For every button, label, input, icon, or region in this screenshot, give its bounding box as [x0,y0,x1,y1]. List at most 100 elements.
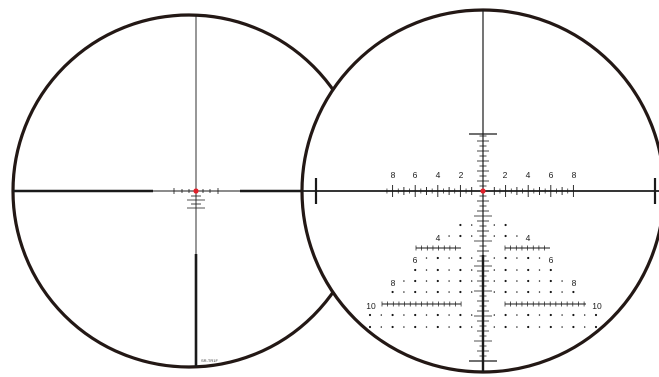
tree-dot [493,314,496,316]
tree-dot [448,280,450,282]
tree-dot [368,313,372,317]
tree-dot [527,313,530,317]
tree-dot [436,290,439,294]
tree-dot [538,269,541,271]
tree-dot [380,326,383,328]
tree-label-6-right: 6 [549,255,554,265]
tree-dot [459,279,462,283]
tree-dot [572,313,575,317]
tree-dot [391,325,394,329]
tree-dot [538,257,541,259]
tree-dot [448,257,450,259]
tree-dot [403,291,405,293]
tree-dot [470,326,473,328]
tree-dot [414,268,417,272]
tree-dot [561,314,563,316]
tree-dot [391,290,394,294]
left-hash-marks [173,188,219,209]
tree-dot [549,268,552,272]
tree-dot [549,290,552,294]
tree-dot [414,290,417,294]
tree-dot [368,325,372,329]
tree-dot [470,280,473,282]
left-model-mark: SR-TR1F [201,358,218,363]
tree-dot [403,326,405,328]
tree-dot [425,269,428,271]
tree-dot [459,325,462,329]
tree-dot [436,325,439,329]
tree-dot [549,313,552,317]
h-label-right-8: 8 [572,170,577,180]
tree-dot [436,268,439,272]
tree-dot [572,290,575,294]
tree-dot [538,314,541,316]
tree-label-8-right: 8 [572,278,577,288]
tree-dot [493,235,496,237]
tree-dot [414,279,417,283]
tree-dot [459,234,462,238]
tree-dot [448,326,450,328]
tree-dot [448,291,450,293]
tree-dot [504,279,507,283]
tree-dot [448,235,450,237]
tree-dot [561,291,563,293]
tree-dot [493,257,496,259]
tree-dot [425,291,428,293]
tree-dot [470,291,473,293]
tree-dot [470,269,473,271]
tree-dot [493,224,496,226]
tree-dot [549,325,552,329]
tree-dot [583,314,586,316]
tree-dot [561,326,563,328]
left-center-dot [193,188,199,194]
h-label-left-6: 6 [413,170,418,180]
tree-dot [583,326,586,328]
tree-dot [448,269,450,271]
tree-dot [459,313,462,317]
h-label-left-2: 2 [459,170,464,180]
tree-dot [516,280,518,282]
tree-label-10-left: 10 [366,301,376,311]
tree-dot [516,257,518,259]
tree-dot [538,326,541,328]
h-label-right-2: 2 [503,170,508,180]
tree-dot [436,313,439,317]
h-label-right-6: 6 [549,170,554,180]
tree-dot [493,280,496,282]
tree-label-8-left: 8 [391,278,396,288]
tree-dot [516,314,518,316]
tree-dot [504,256,507,260]
tree-dot [504,268,507,272]
tree-dot [527,268,530,272]
tree-dot [493,269,496,271]
tree-dot [425,280,428,282]
tree-dot [391,313,394,317]
h-label-left-4: 4 [436,170,441,180]
tree-dot [504,313,507,317]
tree-dot [527,279,530,283]
tree-dot [561,280,563,282]
tree-dot [516,291,518,293]
tree-label-4-right: 4 [526,233,531,243]
tree-dot [425,314,428,316]
tree-dot [516,235,518,237]
tree-dot [470,235,473,237]
h-label-left-8: 8 [391,170,396,180]
tree-dot [504,325,507,329]
tree-dot [459,256,462,260]
tree-dot [425,326,428,328]
tree-dot [504,223,507,227]
tree-dot [549,279,552,283]
tree-dot [436,279,439,283]
tree-dot [470,314,473,316]
holdover-tree [368,223,598,329]
tree-dot [448,314,450,316]
tree-dot [516,269,518,271]
tree-dot [414,313,417,317]
tree-label-6-left: 6 [413,255,418,265]
tree-label-10-right: 10 [592,301,602,311]
right-hash-marks [386,133,574,362]
tree-dot [594,313,598,317]
